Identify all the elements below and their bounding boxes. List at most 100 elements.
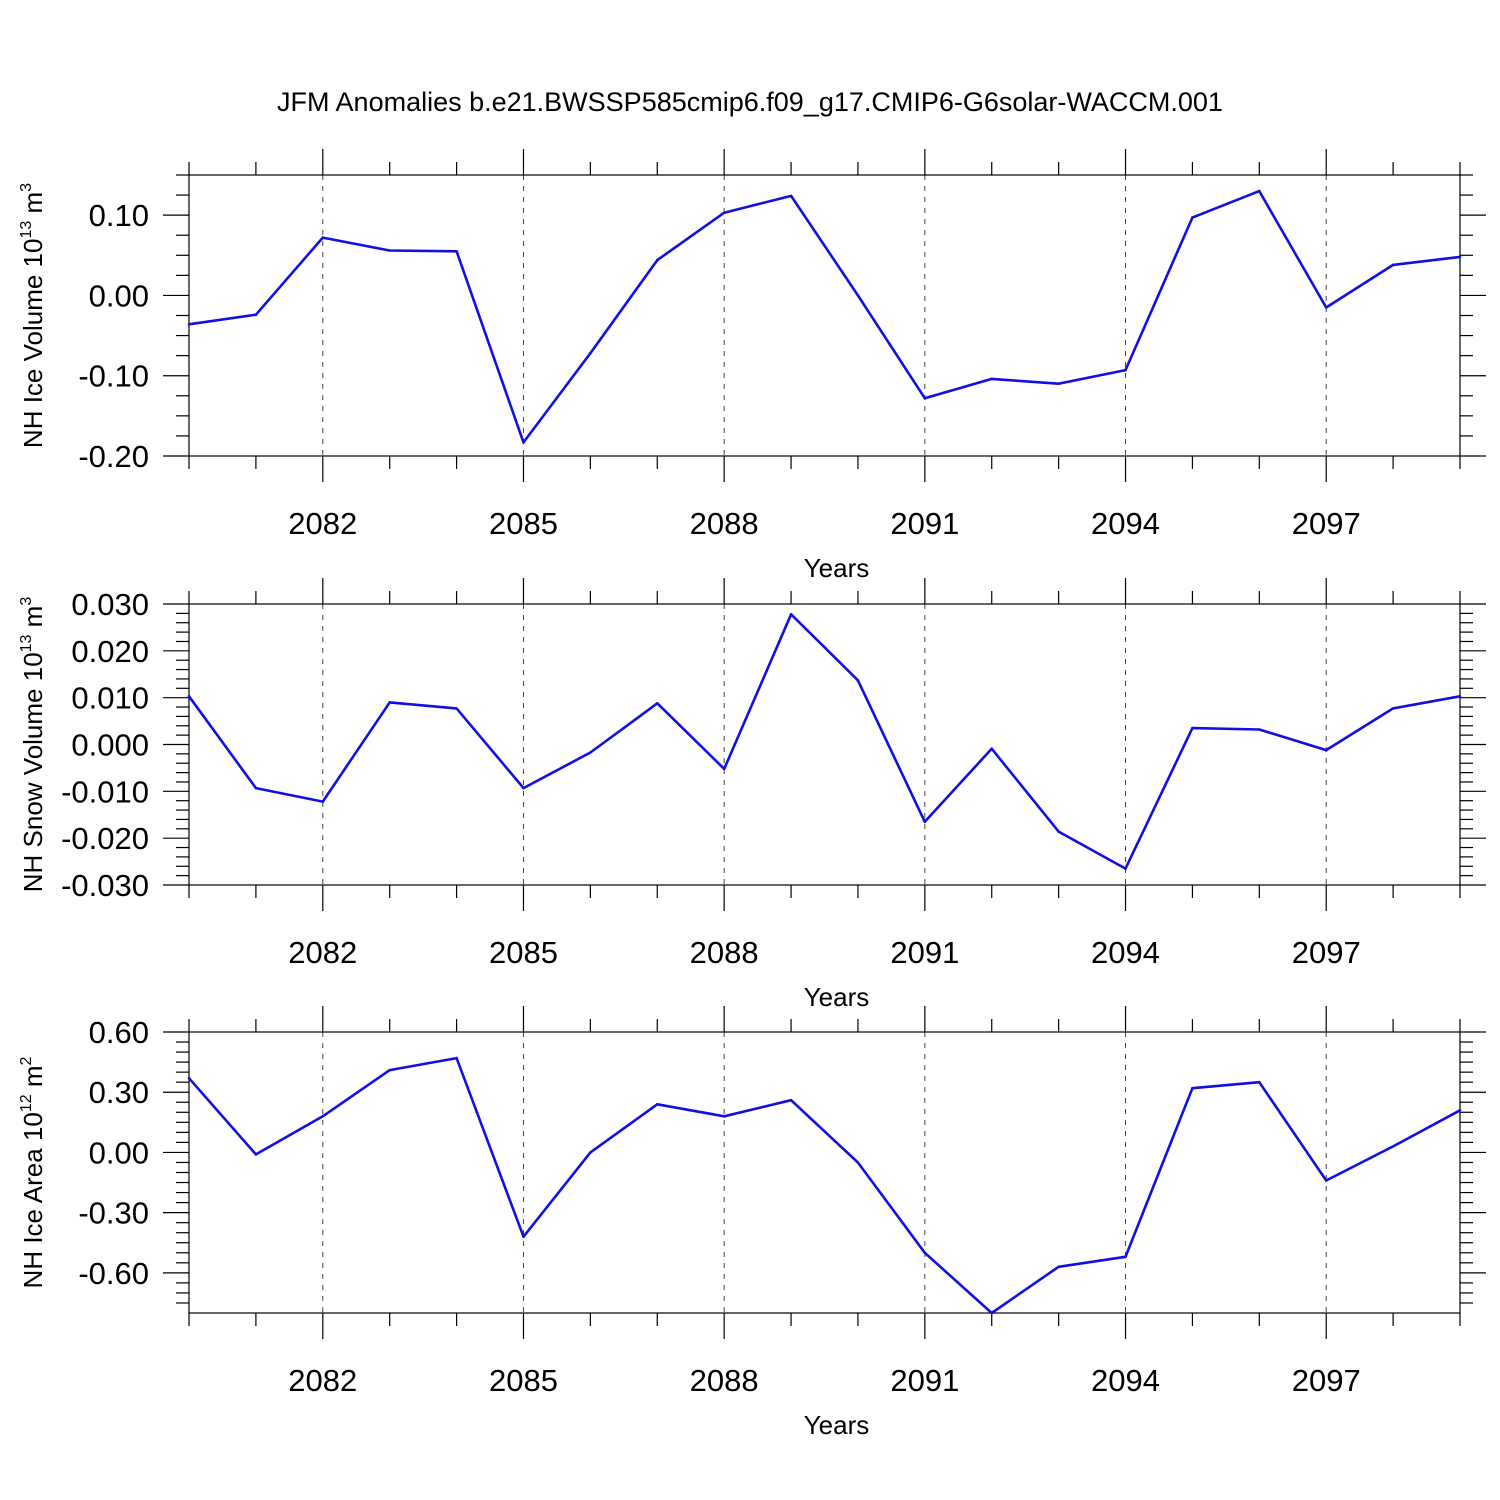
- x-tick-label: 2091: [890, 1363, 959, 1398]
- data-point: [455, 707, 458, 710]
- data-point: [254, 1153, 258, 1156]
- y-tick-label: -0.60: [78, 1256, 149, 1291]
- data-point: [187, 1076, 191, 1080]
- data-point: [254, 786, 258, 790]
- data-point: [1124, 1255, 1127, 1259]
- data-point: [856, 294, 860, 297]
- data-point: [923, 820, 927, 824]
- x-axis-label: Years: [804, 982, 870, 1012]
- y-axis-label: NH Ice Area 1012 m2: [18, 1056, 48, 1288]
- y-tick-label: 0.00: [89, 278, 149, 313]
- x-tick-label: 2085: [489, 935, 558, 970]
- y-tick-label: 0.60: [89, 1015, 149, 1050]
- data-point: [589, 751, 592, 754]
- y-tick-label: 0.10: [89, 198, 149, 233]
- data-point: [1391, 707, 1395, 710]
- data-point: [655, 1102, 659, 1106]
- data-point: [1057, 830, 1060, 833]
- data-point: [455, 1056, 458, 1060]
- series-line: [187, 612, 1461, 870]
- data-point: [1458, 694, 1462, 698]
- data-point: [923, 396, 927, 400]
- panel-3: -0.60 -0.30 0.00 0.30 0.60 2082 2085 2088 2091 20…: [18, 1006, 1486, 1440]
- x-tick-label: 2088: [690, 506, 759, 541]
- y-tick-label: -0.20: [78, 439, 149, 474]
- x-tick-label: 2088: [690, 935, 759, 970]
- data-point: [455, 249, 458, 253]
- y-tick-label: -0.020: [61, 821, 149, 856]
- data-point: [789, 613, 793, 616]
- x-tick-label: 2097: [1292, 935, 1361, 970]
- x-tick-label: 2082: [288, 506, 357, 541]
- data-point: [1124, 368, 1127, 372]
- data-point: [789, 1098, 793, 1102]
- data-point: [1391, 263, 1395, 267]
- x-tick-label: 2094: [1091, 1363, 1160, 1398]
- y-tick-label: 0.030: [71, 587, 149, 622]
- series-line: [188, 1056, 1461, 1315]
- x-tick-label: 2094: [1091, 935, 1160, 970]
- data-point: [187, 323, 191, 326]
- x-tick-label: 2088: [690, 1363, 759, 1398]
- x-axis-label: Years: [804, 553, 870, 583]
- y-tick-label: 0.00: [89, 1135, 149, 1170]
- x-tick-label: 2097: [1292, 506, 1361, 541]
- chart-title: JFM Anomalies b.e21.BWSSP585cmip6.f09_g1…: [277, 87, 1223, 117]
- data-point: [1057, 1265, 1060, 1269]
- y-tick-label: 0.020: [71, 634, 149, 669]
- data-point: [589, 351, 592, 355]
- data-point: [321, 236, 325, 239]
- data-point: [589, 1151, 592, 1154]
- data-point: [1124, 867, 1127, 870]
- y-tick-label: -0.030: [61, 868, 149, 903]
- data-point: [1258, 728, 1261, 731]
- data-point: [990, 377, 994, 381]
- data-point: [321, 800, 325, 803]
- y-tick-label: -0.30: [78, 1196, 149, 1231]
- data-point: [388, 701, 391, 704]
- y-tick-label: 0.30: [89, 1075, 149, 1110]
- panel-2: -0.030 -0.020 -0.010 0.000 0.010 0.020 0.030 20…: [18, 578, 1486, 1012]
- x-axis-label: Years: [804, 1410, 870, 1440]
- data-point: [522, 441, 525, 444]
- data-point: [722, 211, 726, 215]
- data-point: [321, 1115, 325, 1118]
- plot-frame: [188, 1031, 1461, 1314]
- data-point: [1324, 306, 1328, 309]
- y-tick-label: -0.10: [78, 359, 149, 394]
- y-axis-label: NH Ice Volume 1013 m3: [18, 183, 48, 448]
- y-tick-label: 0.010: [71, 681, 149, 716]
- data-point: [990, 747, 994, 751]
- data-point: [789, 194, 793, 198]
- data-point: [388, 1068, 391, 1072]
- data-point: [187, 694, 191, 698]
- x-tick-label: 2085: [489, 506, 558, 541]
- data-point: [923, 1251, 927, 1255]
- x-tick-label: 2082: [288, 1363, 357, 1398]
- data-point: [1324, 748, 1328, 752]
- x-tick-label: 2094: [1091, 506, 1160, 541]
- x-tick-label: 2091: [890, 506, 959, 541]
- data-point: [1191, 216, 1194, 219]
- data-point: [522, 786, 525, 790]
- chart-panels: -0.20 -0.10 0.00 0.10 2082 2085 2088 2091 2094 20…: [18, 149, 1486, 1440]
- data-point: [990, 1311, 994, 1315]
- series-line: [188, 189, 1461, 444]
- panel-1: -0.20 -0.10 0.00 0.10 2082 2085 2088 2091 2094 20…: [18, 149, 1486, 583]
- x-tick-label: 2082: [288, 935, 357, 970]
- data-point: [1458, 255, 1462, 259]
- data-point: [722, 767, 726, 771]
- data-point: [856, 679, 860, 682]
- data-point: [1057, 382, 1060, 386]
- data-point: [1391, 1145, 1395, 1148]
- y-axis-label: NH Snow Volume 1013 m3: [18, 597, 48, 893]
- data-point: [655, 258, 659, 262]
- data-point: [388, 249, 391, 252]
- y-tick-label: 0.000: [71, 728, 149, 763]
- plot-frame: [188, 174, 1461, 457]
- data-point: [522, 1235, 525, 1239]
- data-point: [1191, 726, 1194, 730]
- data-point: [254, 313, 258, 316]
- data-point: [655, 701, 659, 705]
